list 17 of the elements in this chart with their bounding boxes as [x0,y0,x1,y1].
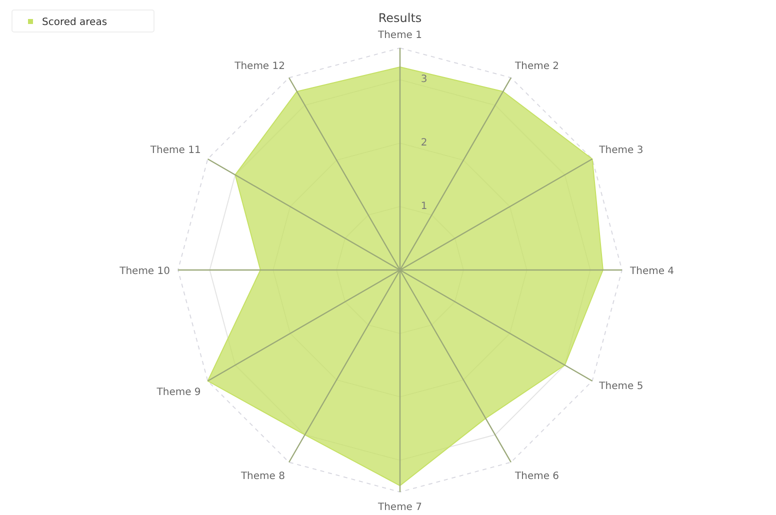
spoke-label: Theme 7 [376,502,422,513]
spoke-label: Theme 3 [598,145,644,156]
spoke-label: Theme 8 [240,471,285,482]
spoke-label: Theme 5 [598,381,644,392]
chart-title: Results [378,11,422,25]
spoke-label: Theme 2 [514,60,560,72]
spoke-label: Theme 6 [514,471,560,482]
spoke-label: Theme 12 [234,60,285,72]
spoke-label: Theme 10 [118,266,170,277]
spoke-label: Theme 11 [149,145,201,156]
y-tick-label: 1 [420,201,428,212]
y-tick-label: 2 [420,138,428,149]
spoke-label: Theme 9 [156,387,201,398]
y-tick-label: 3 [420,74,428,86]
legend-label: Scored areas [42,17,108,28]
spoke-label: Theme 1 [376,30,422,41]
spoke-label: Theme 4 [629,266,674,277]
